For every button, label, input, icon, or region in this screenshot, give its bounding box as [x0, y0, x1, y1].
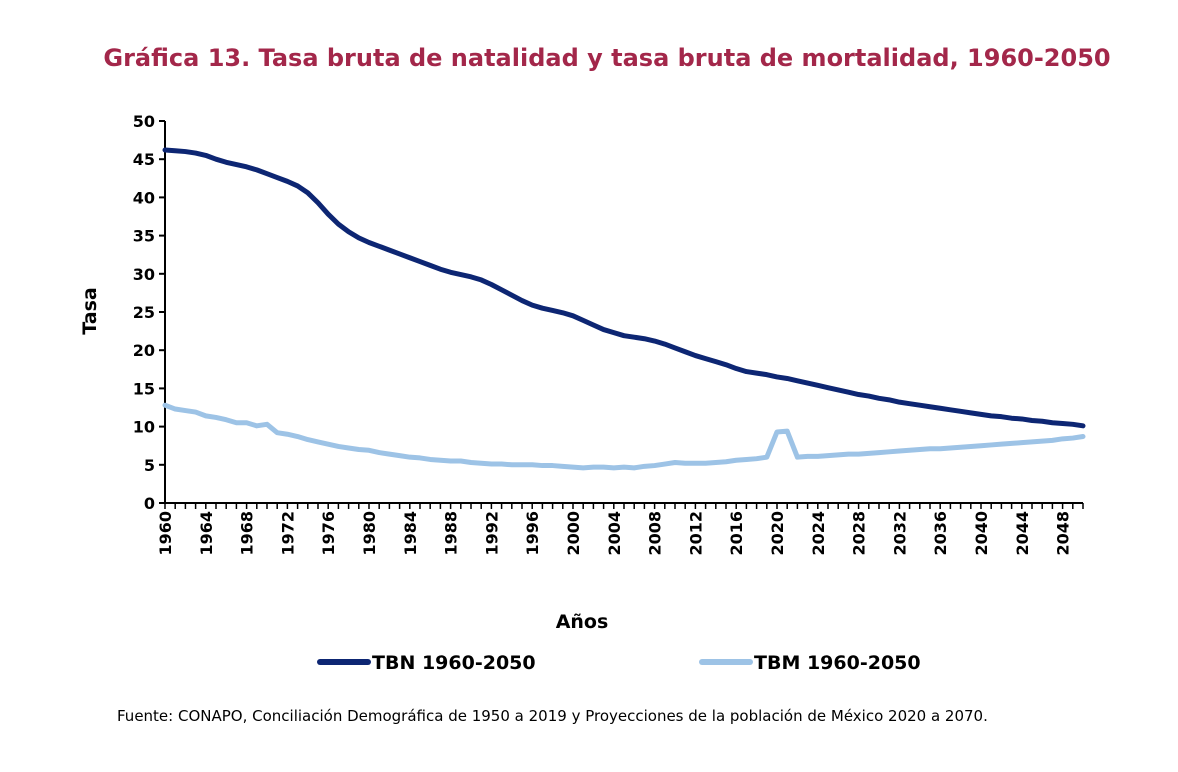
- x-tick-label: 2028: [850, 511, 869, 556]
- x-tick-label: 2016: [727, 511, 746, 556]
- y-tick-label: 50: [133, 112, 155, 131]
- x-tick-label: 1988: [442, 511, 461, 556]
- x-axis-ticks: 1960 1964 1968 1972 1976 1980 1984 1988 1992 1996…: [156, 503, 1084, 556]
- legend: TBN 1960-2050 TBM 1960-2050: [317, 652, 921, 674]
- legend-label-tbm: TBM 1960-2050: [754, 652, 921, 674]
- x-tick-label: 2040: [972, 511, 991, 556]
- y-tick-label: 40: [133, 188, 155, 207]
- series-line-tbn: [162, 147, 1086, 429]
- x-tick-label: 2024: [809, 511, 828, 556]
- source-note: Fuente: CONAPO, Conciliación Demográfica…: [117, 707, 988, 725]
- x-tick-label: 1960: [156, 511, 175, 556]
- series-lines: [162, 147, 1086, 471]
- legend-label-tbn: TBN 1960-2050: [372, 652, 536, 674]
- x-tick-label: 2032: [890, 511, 909, 556]
- y-axis-label: Tasa: [79, 287, 101, 334]
- x-tick-label: 2004: [605, 511, 624, 556]
- x-tick-label: 1992: [482, 511, 501, 556]
- y-tick-label: 20: [133, 341, 155, 360]
- y-tick-label: 35: [133, 227, 155, 246]
- y-tick-label: 5: [144, 456, 155, 475]
- x-tick-label: 1984: [401, 511, 420, 556]
- y-tick-label: 0: [144, 494, 155, 513]
- y-tick-label: 10: [133, 418, 155, 437]
- series-line-tbm: [162, 402, 1086, 471]
- x-tick-label: 1996: [523, 511, 542, 556]
- y-tick-label: 15: [133, 379, 155, 398]
- chart-title: Gráfica 13. Tasa bruta de natalidad y ta…: [103, 44, 1110, 72]
- x-axis-label: Años: [556, 611, 609, 633]
- x-tick-label: 2044: [1013, 511, 1032, 556]
- x-tick-label: 1968: [238, 511, 257, 556]
- x-tick-label: 2012: [686, 511, 705, 556]
- x-tick-label: 2000: [564, 511, 583, 556]
- y-tick-label: 25: [133, 303, 155, 322]
- y-tick-label: 30: [133, 265, 155, 284]
- x-tick-label: 2048: [1054, 511, 1073, 556]
- x-tick-label: 1980: [360, 511, 379, 556]
- x-tick-label: 2020: [768, 511, 787, 556]
- x-tick-label: 2036: [931, 511, 950, 556]
- x-tick-label: 2008: [646, 511, 665, 556]
- x-tick-label: 1976: [319, 511, 338, 556]
- x-tick-label: 1972: [278, 511, 297, 556]
- y-axis-ticks: 0 5 10 15 20 25 30 35 40 45 50: [133, 112, 165, 513]
- y-tick-label: 45: [133, 150, 155, 169]
- x-tick-label: 1964: [197, 511, 216, 556]
